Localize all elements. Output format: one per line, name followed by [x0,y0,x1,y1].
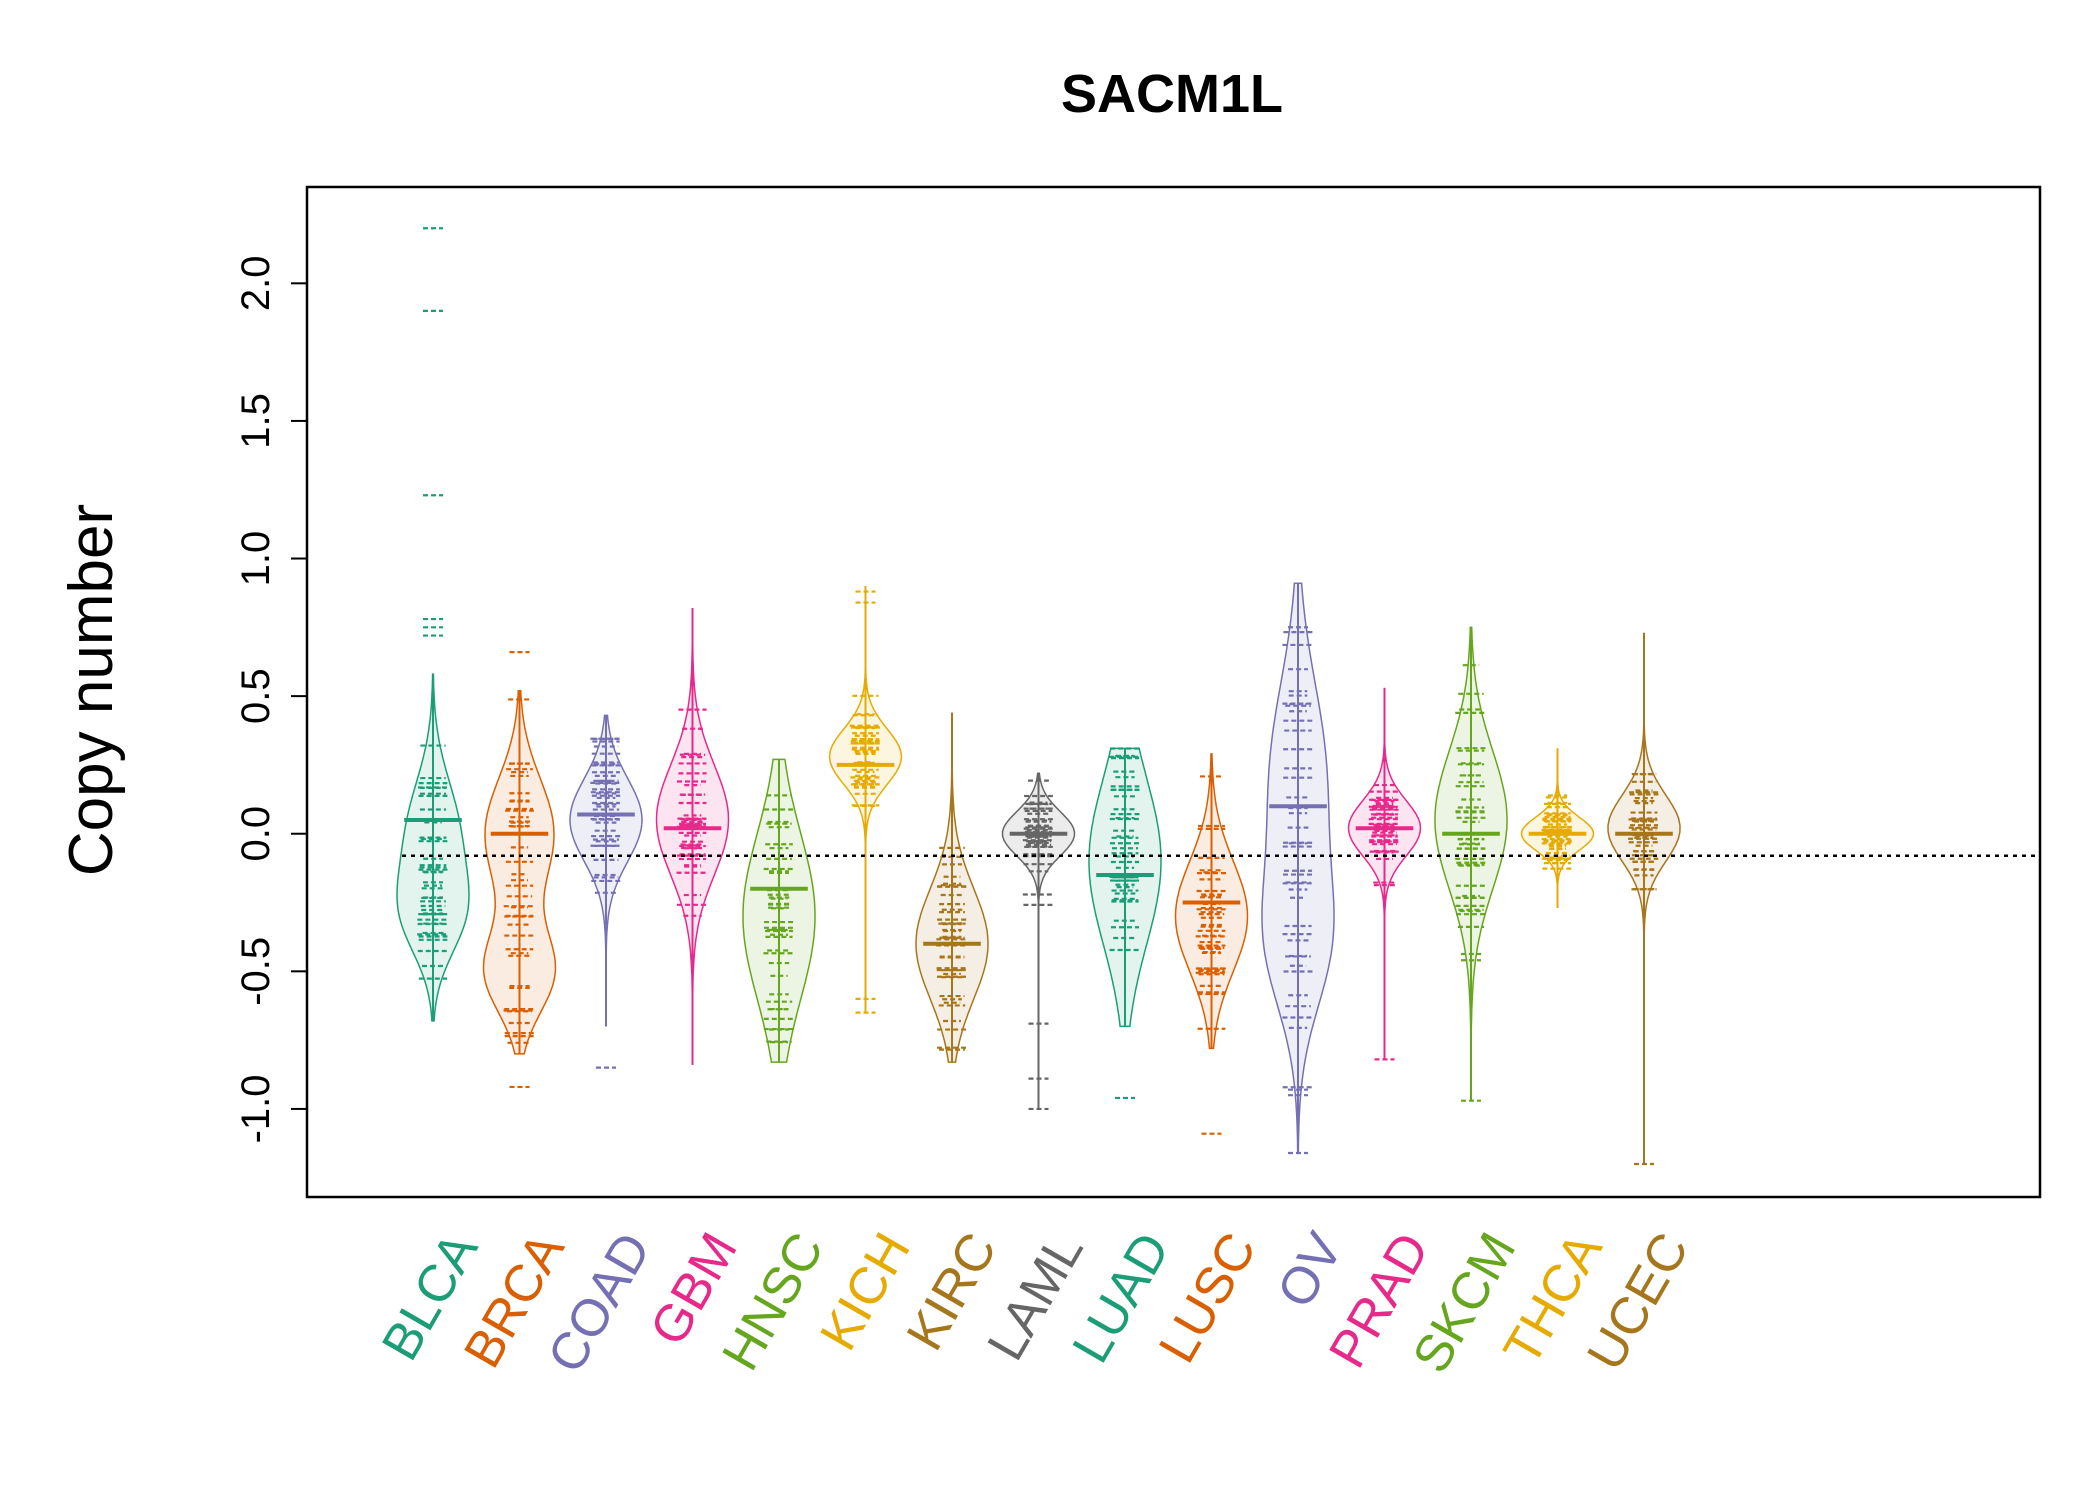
bean-gbm [655,608,730,1065]
bean-ucec [1607,632,1681,1166]
bean-ov [1261,582,1335,1155]
bean-hnsc [742,758,816,1063]
bean-kirc [915,712,989,1063]
bean-brca [482,650,557,1089]
bean-blca [396,227,470,1022]
bean-thca [1520,748,1595,909]
y-tick-label: 1.0 [234,531,278,587]
y-tick-label: -1.0 [234,1074,278,1143]
bean-laml [1001,772,1076,1111]
y-axis: 2.0 1.5 1.0 0.5 0.0 -0.5 -1.0 [234,256,308,1143]
bean-kich [828,586,903,1014]
bean-luad [1088,747,1162,1100]
bean-skcm [1434,626,1508,1102]
chart-title: SACM1L [1061,64,1283,124]
bean-lusc [1174,753,1249,1135]
y-tick-label: 1.5 [234,393,278,449]
y-tick-label: -0.5 [234,937,278,1006]
beans-layer [396,227,2040,1166]
y-tick-label: 2.0 [234,256,278,312]
y-axis-label: Copy number [57,504,126,876]
bean-prad [1347,687,1422,1061]
y-tick-label: 0.0 [234,806,278,862]
plot-frame [305,185,2042,1199]
y-tick-label: 0.5 [234,668,278,724]
bean-coad [569,714,643,1069]
